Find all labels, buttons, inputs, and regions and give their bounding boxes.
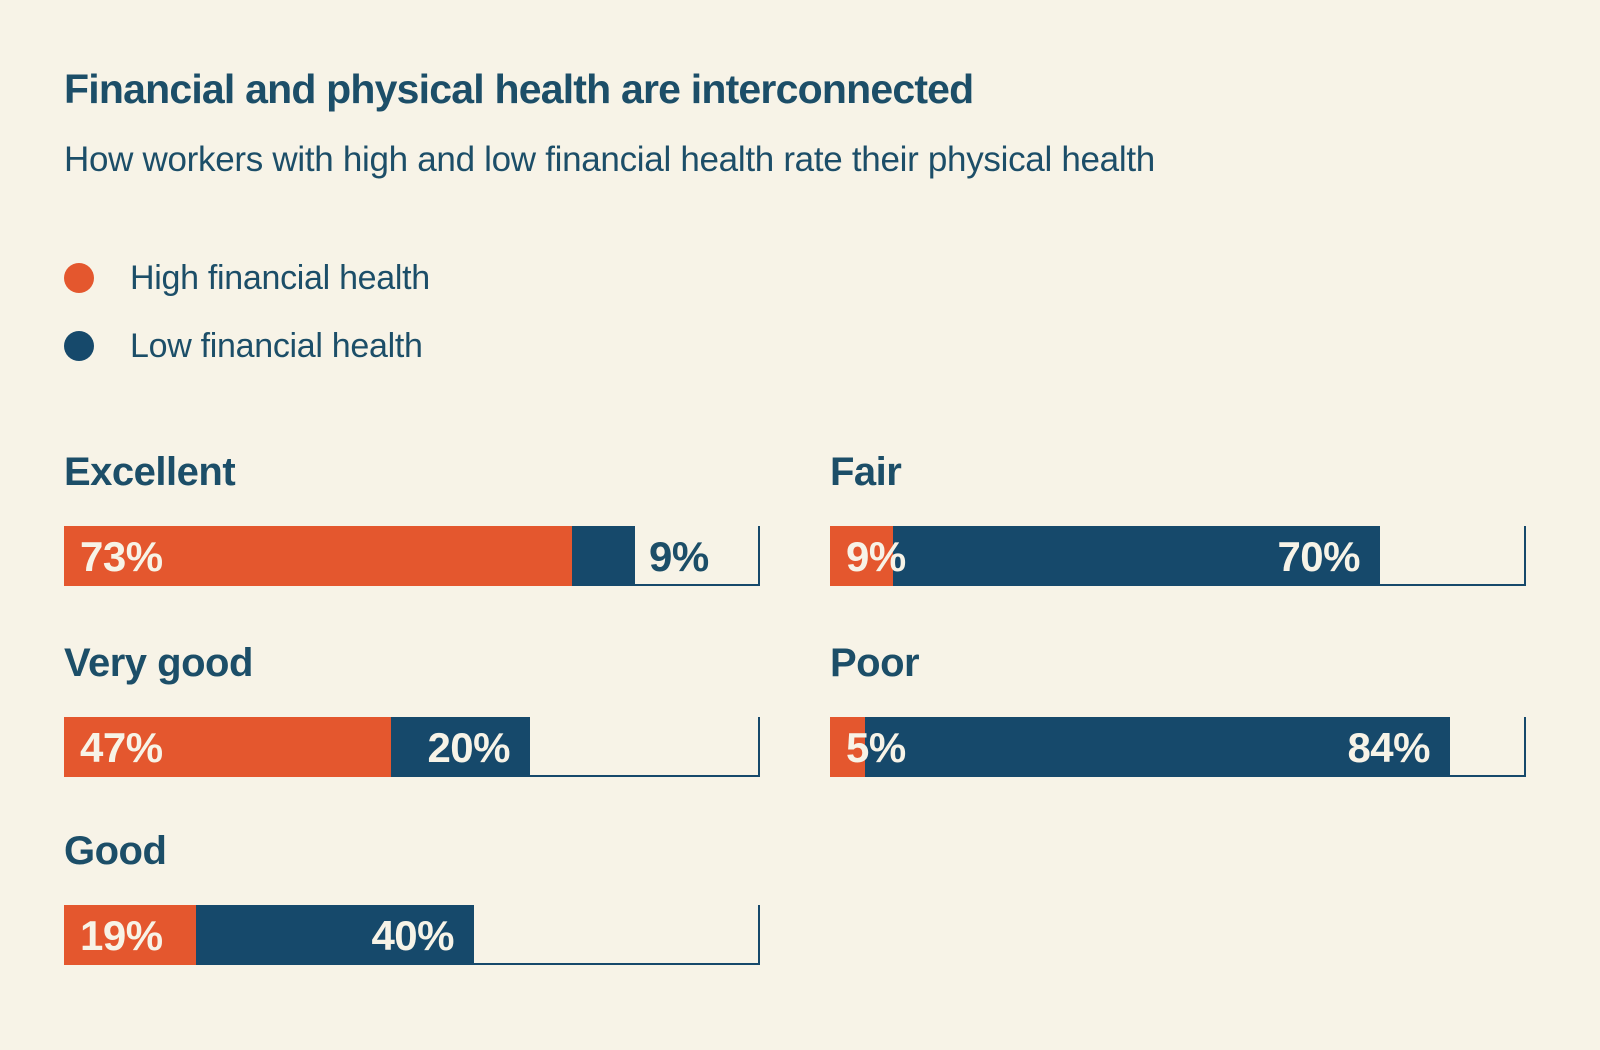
legend-label-low: Low financial health bbox=[130, 326, 423, 365]
bar-segment-high bbox=[64, 526, 572, 586]
category-row-very-good: Very good 47% 20% bbox=[64, 639, 760, 777]
bar-value-low: 40% bbox=[371, 912, 454, 959]
category-row-fair: Fair 9% 70% bbox=[830, 448, 1526, 586]
bar-segment-high bbox=[830, 717, 865, 777]
bar-segment-low bbox=[391, 717, 530, 777]
legend-item-high: High financial health bbox=[64, 258, 430, 297]
bar-value-low: 20% bbox=[427, 724, 510, 771]
legend-item-low: Low financial health bbox=[64, 326, 430, 365]
legend-dot-high-icon bbox=[64, 263, 94, 293]
bar-value-low: 84% bbox=[1347, 724, 1430, 771]
category-row-good: Good 19% 40% bbox=[64, 827, 760, 965]
bar-track: 5% 84% bbox=[830, 717, 1526, 777]
bar-segment-high bbox=[64, 905, 196, 965]
category-label: Good bbox=[64, 829, 167, 873]
bar-segment-high bbox=[64, 717, 391, 777]
bar-value-low: 70% bbox=[1277, 533, 1360, 580]
bar-value-high: 47% bbox=[80, 724, 163, 771]
category-label: Poor bbox=[830, 641, 920, 685]
bar-segment-low bbox=[196, 905, 474, 965]
bar-track: 47% 20% bbox=[64, 717, 760, 777]
category-label: Fair bbox=[830, 450, 902, 494]
bar-track: 9% 70% bbox=[830, 526, 1526, 586]
category-label: Excellent bbox=[64, 450, 236, 494]
legend-dot-low-icon bbox=[64, 331, 94, 361]
bar-value-high: 19% bbox=[80, 912, 163, 959]
bar-segment-low bbox=[572, 526, 635, 586]
bar-value-low: 9% bbox=[649, 533, 709, 580]
bar-segment-low bbox=[893, 526, 1380, 586]
bar-value-high: 73% bbox=[80, 533, 163, 580]
page-subtitle: How workers with high and low financial … bbox=[64, 140, 1155, 179]
legend-label-high: High financial health bbox=[130, 258, 430, 297]
bar-track: 19% 40% bbox=[64, 905, 760, 965]
legend: High financial health Low financial heal… bbox=[64, 258, 430, 396]
category-row-excellent: Excellent 73% 9% bbox=[64, 448, 760, 586]
bar-segment-high bbox=[830, 526, 893, 586]
bar-track: 73% 9% bbox=[64, 526, 760, 586]
page-title: Financial and physical health are interc… bbox=[64, 66, 974, 112]
bar-value-high: 9% bbox=[846, 533, 906, 580]
bar-segment-low bbox=[865, 717, 1450, 777]
bar-value-high: 5% bbox=[846, 724, 906, 771]
category-label: Very good bbox=[64, 641, 253, 685]
category-row-poor: Poor 5% 84% bbox=[830, 639, 1526, 777]
